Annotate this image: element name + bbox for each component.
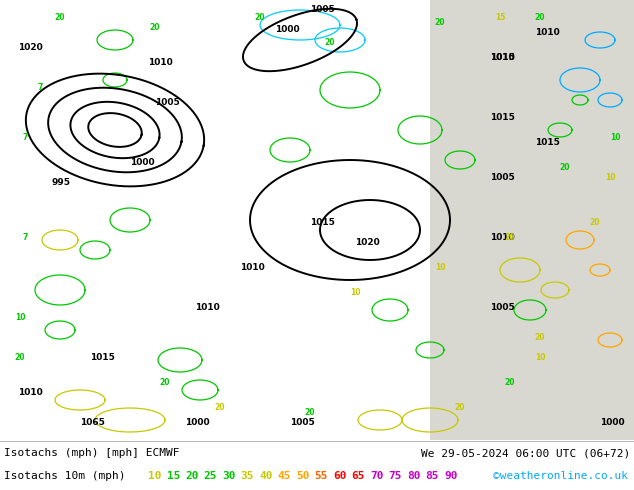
Polygon shape (430, 0, 634, 440)
Text: 25: 25 (204, 471, 217, 481)
Text: 10: 10 (605, 173, 615, 182)
Text: 35: 35 (240, 471, 254, 481)
Text: 10: 10 (610, 133, 620, 142)
Text: 1020: 1020 (355, 238, 380, 247)
Text: Isotachs 10m (mph): Isotachs 10m (mph) (4, 471, 126, 481)
Text: 1010: 1010 (240, 263, 265, 272)
Text: 1020: 1020 (18, 43, 42, 52)
Text: 1005: 1005 (310, 5, 335, 14)
Text: 30: 30 (222, 471, 235, 481)
Text: 20: 20 (55, 13, 65, 22)
Text: 65: 65 (351, 471, 365, 481)
Text: 7: 7 (22, 233, 28, 242)
Text: 40: 40 (259, 471, 273, 481)
Text: 20: 20 (505, 378, 515, 387)
Text: 1010: 1010 (195, 303, 220, 312)
Text: 7: 7 (37, 83, 42, 92)
Text: 90: 90 (444, 471, 458, 481)
Text: 20: 20 (255, 13, 265, 22)
Text: 20: 20 (455, 403, 465, 412)
Text: 20: 20 (534, 333, 545, 342)
Text: 20: 20 (590, 218, 600, 227)
Text: 1005: 1005 (155, 98, 180, 107)
Text: 1015: 1015 (490, 113, 515, 122)
Text: 10: 10 (534, 353, 545, 362)
Text: 70: 70 (370, 471, 384, 481)
Text: 1000: 1000 (130, 158, 155, 167)
Text: 75: 75 (389, 471, 402, 481)
Text: 1005: 1005 (490, 173, 515, 182)
Text: 20: 20 (185, 471, 198, 481)
Text: 20: 20 (305, 408, 315, 417)
Text: 10: 10 (148, 471, 162, 481)
Text: 1005: 1005 (490, 303, 515, 312)
Text: 20: 20 (435, 18, 445, 27)
Text: 7: 7 (22, 133, 28, 142)
Text: 80: 80 (407, 471, 420, 481)
Text: 995: 995 (52, 178, 71, 187)
Text: 20: 20 (560, 163, 570, 172)
Text: 20: 20 (150, 23, 160, 32)
Text: 85: 85 (425, 471, 439, 481)
Text: 20: 20 (160, 378, 171, 387)
Text: 1000: 1000 (185, 418, 210, 427)
Text: 1015: 1015 (490, 53, 515, 62)
Text: 1000: 1000 (600, 418, 624, 427)
Text: 1015: 1015 (90, 353, 115, 362)
Text: 15: 15 (167, 471, 180, 481)
Text: 50: 50 (296, 471, 309, 481)
Text: 10: 10 (350, 288, 360, 297)
Text: 20: 20 (534, 13, 545, 22)
Text: 1000: 1000 (275, 25, 300, 34)
Text: 20: 20 (215, 403, 225, 412)
Text: ©weatheronline.co.uk: ©weatheronline.co.uk (493, 471, 628, 481)
Text: 1010: 1010 (490, 233, 515, 242)
Text: 1015: 1015 (535, 138, 560, 147)
Text: 45: 45 (278, 471, 291, 481)
Text: 20: 20 (505, 233, 515, 242)
Text: 1005: 1005 (290, 418, 314, 427)
Text: 55: 55 (314, 471, 328, 481)
Text: 1010: 1010 (148, 58, 172, 67)
Text: 1010: 1010 (18, 388, 42, 397)
Text: 10: 10 (435, 263, 445, 272)
Text: 1015: 1015 (310, 218, 335, 227)
Text: 1010: 1010 (490, 53, 515, 62)
Text: 1065: 1065 (80, 418, 105, 427)
Text: 10: 10 (15, 313, 25, 322)
Text: Isotachs (mph) [mph] ECMWF: Isotachs (mph) [mph] ECMWF (4, 448, 179, 458)
Text: 20: 20 (325, 38, 335, 47)
Text: 20: 20 (15, 353, 25, 362)
Text: We 29-05-2024 06:00 UTC (06+72): We 29-05-2024 06:00 UTC (06+72) (421, 448, 630, 458)
Text: 15: 15 (495, 13, 505, 22)
Text: 1010: 1010 (535, 28, 560, 37)
Text: 60: 60 (333, 471, 347, 481)
